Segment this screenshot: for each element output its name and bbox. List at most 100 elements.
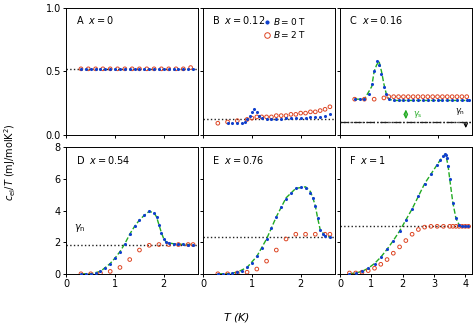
Point [228,271,236,276]
Point [268,117,275,122]
Point [263,114,270,120]
Point [402,238,410,243]
Point [321,232,329,237]
Point [316,227,324,232]
Point [251,107,258,112]
Point [452,224,460,229]
Point [184,242,192,247]
Point [253,266,261,272]
Point [302,232,310,237]
Point [380,95,388,100]
Point [390,251,397,256]
Point [273,113,280,118]
Point [415,227,422,232]
Point [116,66,124,71]
Point [128,66,136,71]
Point [383,257,391,262]
Point [111,66,119,71]
Point [131,224,138,229]
Point [390,238,397,243]
Text: D  $x = 0.54$: D $x = 0.54$ [75,154,130,166]
Point [462,224,469,229]
Point [238,121,246,126]
Point [77,271,85,276]
Point [287,112,295,117]
Point [219,271,227,276]
Point [184,242,192,247]
Point [378,71,385,76]
Point [214,121,222,126]
Point [351,97,358,102]
Point [321,107,329,112]
Point [427,172,435,177]
Point [361,97,368,102]
Point [302,116,310,121]
Point [268,114,275,120]
Point [224,271,231,276]
Point [87,271,94,276]
Point [255,113,263,118]
Point [433,162,441,167]
Point [375,63,383,68]
Point [234,121,241,126]
Point [273,214,280,219]
Point [444,98,451,103]
Point [414,98,422,103]
Point [297,184,304,190]
Point [150,66,158,71]
Point [453,94,461,99]
Point [307,109,314,114]
Point [121,66,128,71]
Point [371,266,378,271]
Point [311,203,319,208]
Point [180,242,187,247]
Point [452,216,460,221]
Point [419,94,427,99]
Point [170,66,177,71]
Point [287,191,295,196]
Point [238,268,246,273]
Point [224,121,231,126]
Text: B  $x = 0.12$: B $x = 0.12$ [212,15,266,27]
Point [326,104,334,110]
Point [351,97,358,102]
Point [385,97,392,102]
Point [438,94,446,99]
Point [155,66,163,71]
Point [253,109,261,114]
Point [248,109,256,114]
Point [441,152,449,157]
Point [365,92,373,97]
Point [77,66,85,71]
Point [243,270,251,275]
Point [234,271,241,276]
Point [396,244,403,249]
Point [248,116,256,121]
Point [368,81,375,87]
Text: A  $x = 0$: A $x = 0$ [75,15,114,27]
Point [297,110,304,116]
Point [170,241,177,246]
Point [153,214,160,219]
Point [282,116,290,121]
Point [136,217,143,223]
Point [116,249,124,254]
Point [165,66,173,71]
Point [421,181,428,186]
Point [121,66,128,71]
Point [424,94,431,99]
Point [187,65,194,70]
Point [268,225,275,230]
Point [377,262,384,267]
Point [456,224,463,229]
Point [463,94,471,99]
Point [97,66,104,71]
Point [84,66,92,71]
Point [427,224,435,229]
Point [380,84,388,89]
Point [277,205,285,210]
Point [316,108,324,113]
Point [150,210,158,215]
Point [107,261,114,266]
Point [408,232,416,237]
